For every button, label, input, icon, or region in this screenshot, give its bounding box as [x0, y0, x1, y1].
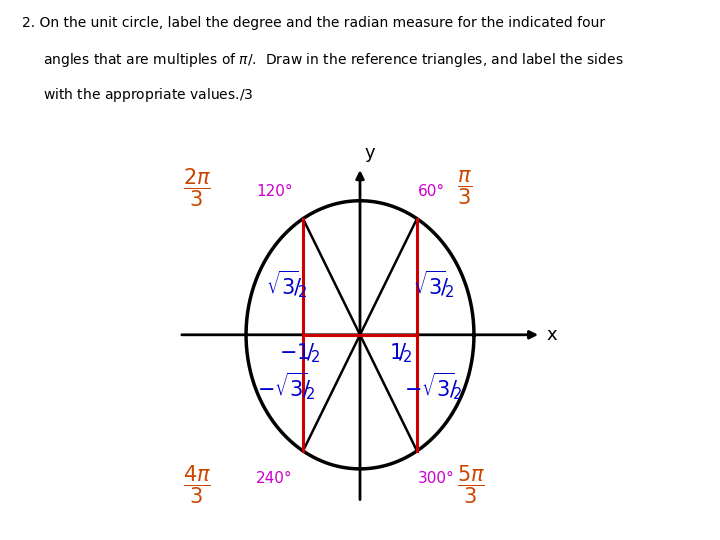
Text: $\sqrt{3}\!/\!_2$: $\sqrt{3}\!/\!_2$ [413, 268, 454, 300]
Text: y: y [364, 144, 374, 162]
Text: 2. On the unit circle, label the degree and the radian measure for the indicated: 2. On the unit circle, label the degree … [22, 16, 605, 30]
Text: 300°: 300° [418, 471, 454, 486]
Text: with the appropriate values.$/$3: with the appropriate values.$/$3 [43, 86, 253, 104]
Text: $1\!/\!_2$: $1\!/\!_2$ [390, 341, 413, 365]
Text: $\sqrt{3}\!/\!_2$: $\sqrt{3}\!/\!_2$ [266, 268, 307, 300]
Text: $-\sqrt{3}\!/\!_2$: $-\sqrt{3}\!/\!_2$ [405, 370, 463, 402]
Text: angles that are multiples of $\pi$$/$.  Draw in the reference triangles, and lab: angles that are multiples of $\pi$$/$. D… [43, 51, 624, 69]
Text: $\dfrac{2\pi}{3}$: $\dfrac{2\pi}{3}$ [183, 166, 211, 208]
Text: $\dfrac{4\pi}{3}$: $\dfrac{4\pi}{3}$ [183, 464, 211, 506]
Text: 240°: 240° [256, 471, 293, 486]
Text: x: x [546, 326, 557, 344]
Text: $\dfrac{5\pi}{3}$: $\dfrac{5\pi}{3}$ [456, 464, 485, 506]
Text: $\dfrac{\pi}{3}$: $\dfrac{\pi}{3}$ [456, 168, 472, 207]
Text: 60°: 60° [418, 184, 445, 199]
Text: $-1\!/\!_2$: $-1\!/\!_2$ [279, 341, 320, 365]
Text: 120°: 120° [256, 184, 293, 199]
Text: $-\sqrt{3}\!/\!_2$: $-\sqrt{3}\!/\!_2$ [257, 370, 315, 402]
